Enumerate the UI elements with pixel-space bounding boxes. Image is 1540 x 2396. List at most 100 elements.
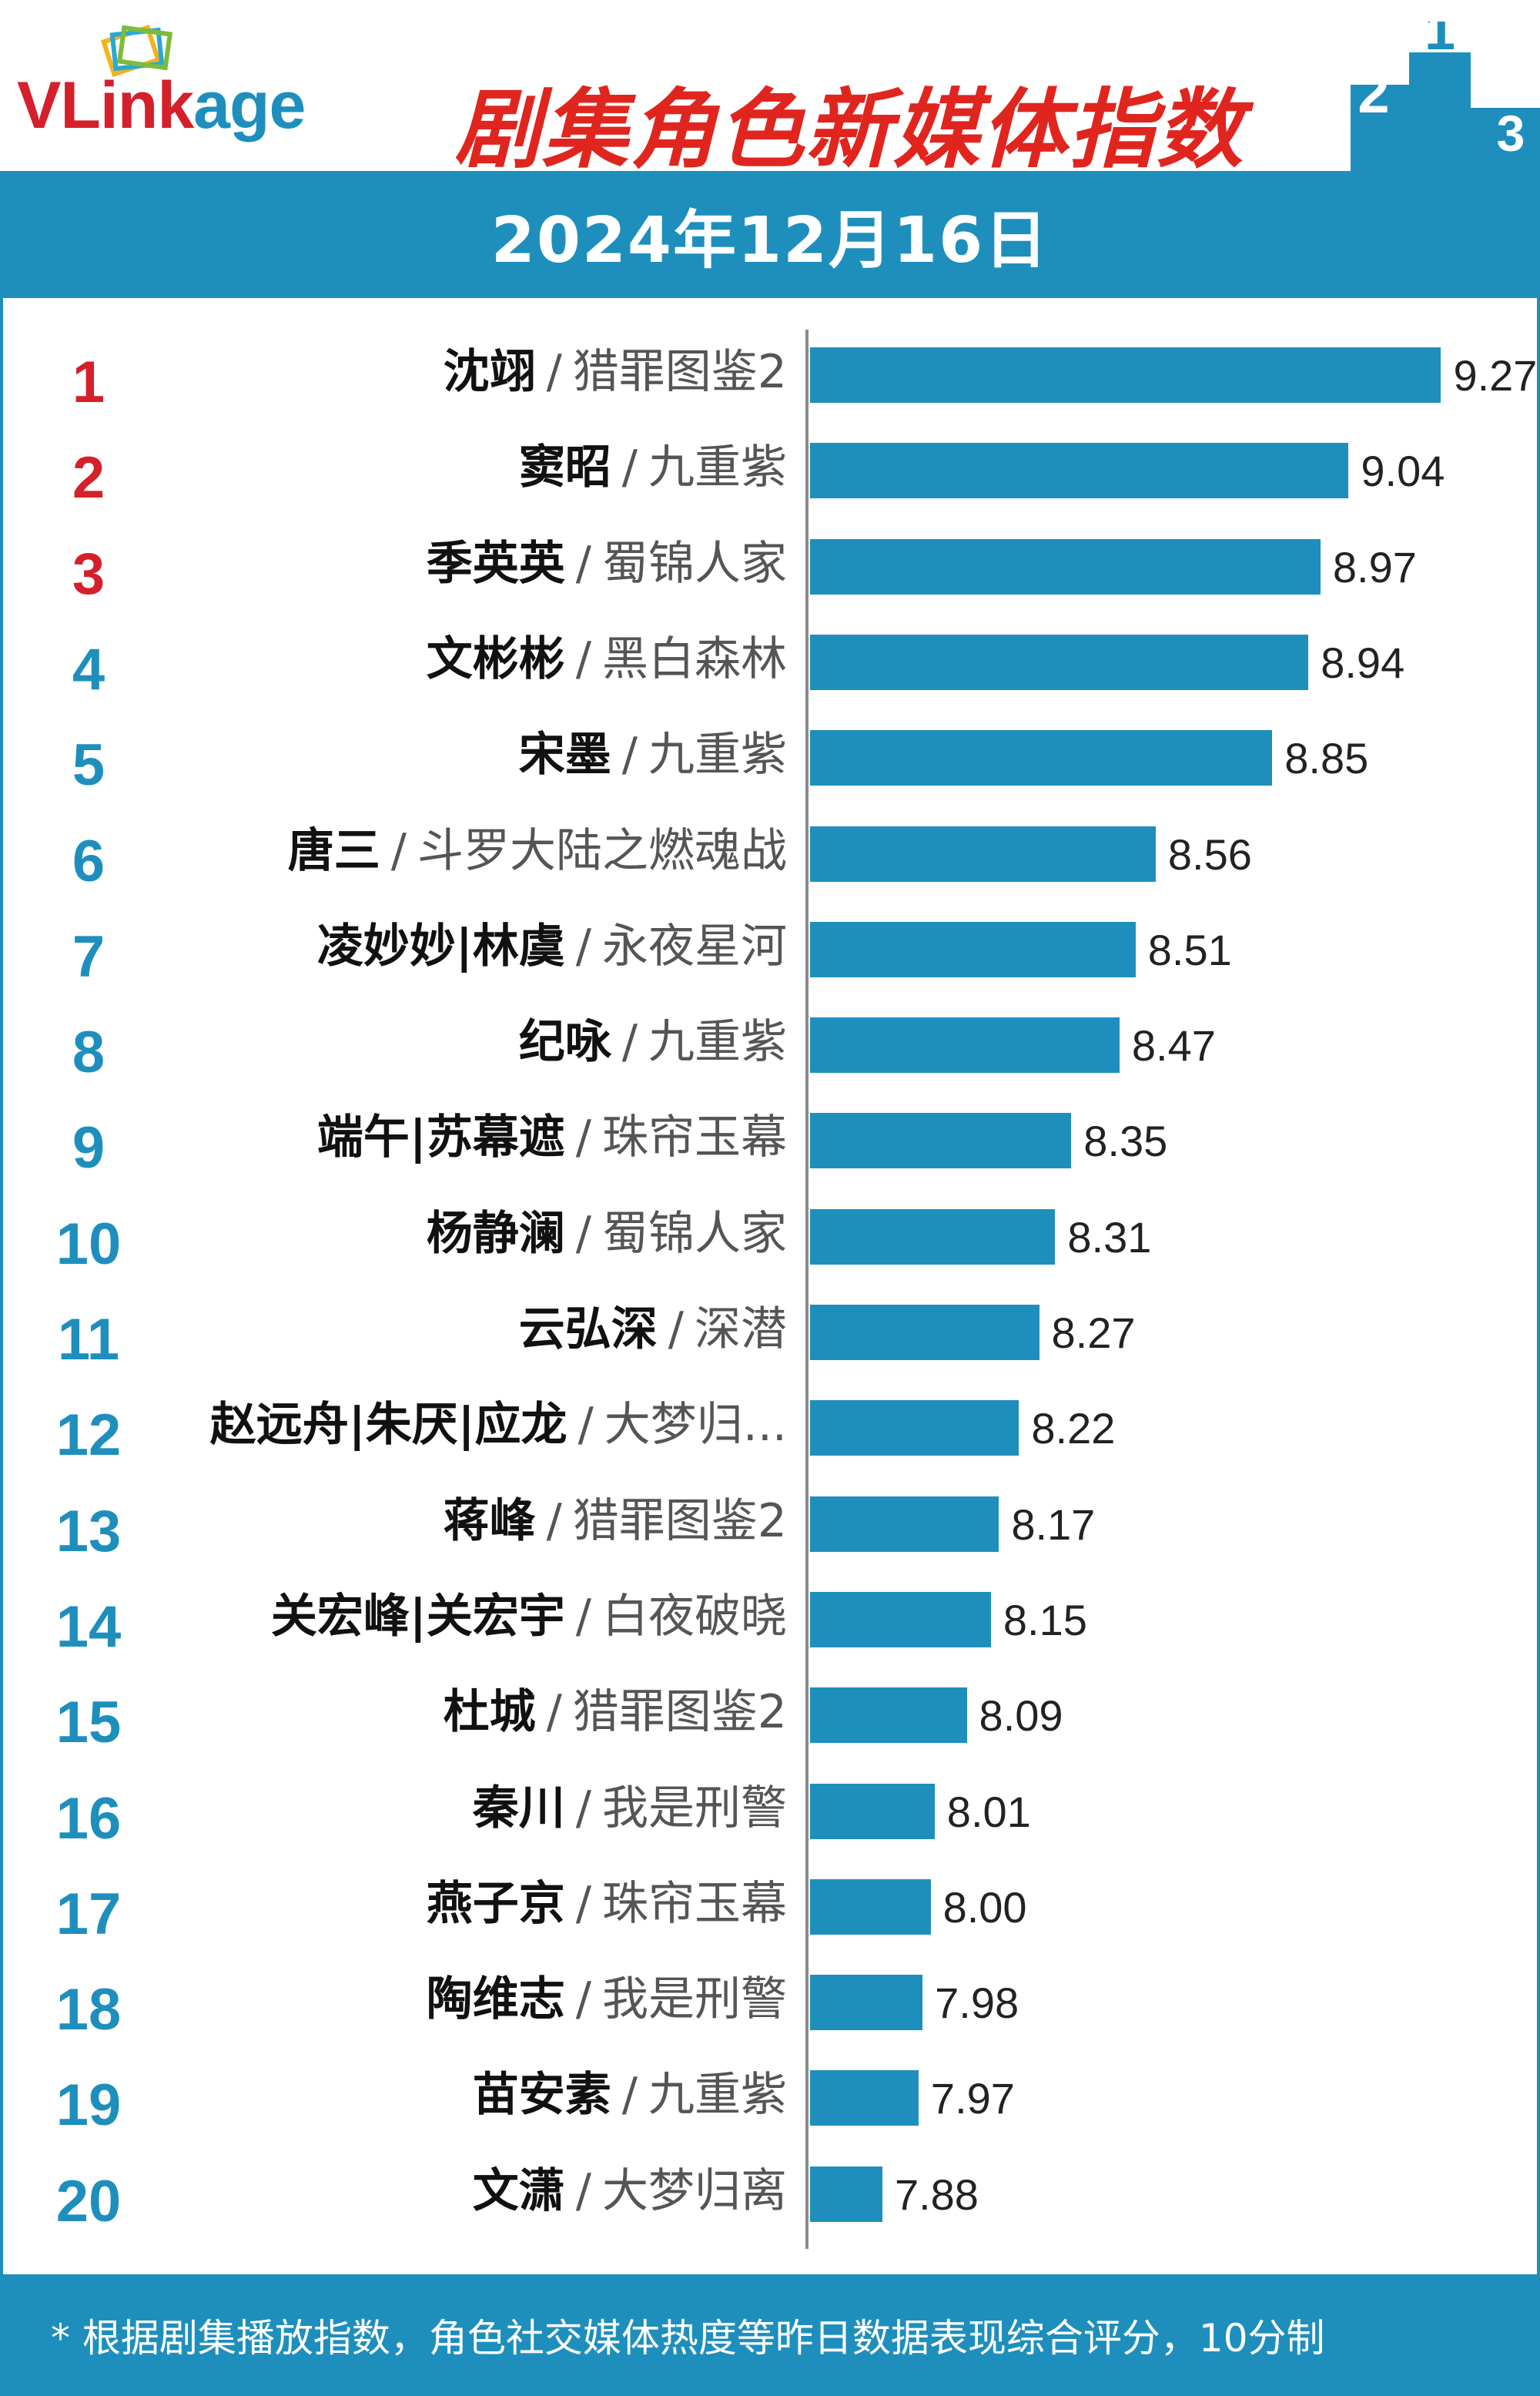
row-label: 苗安素 / 九重紫 [473,2064,787,2126]
chart-row: 9 端午|苏幕遮 / 珠帘玉幕 8.35 [0,1091,1540,1187]
bar [810,1591,991,1647]
show-title: 我是刑警 [602,1781,787,1835]
bar [810,347,1441,403]
bar [810,2070,919,2126]
label-separator: / [575,1876,591,1931]
rank-number: 1 [72,350,105,415]
character-name: 纪咏 [518,1015,611,1070]
bar [810,1400,1019,1456]
show-title: 永夜星河 [602,919,787,973]
chart-row: 1 沈翊 / 猎罪图鉴2 9.27 [0,326,1540,421]
row-label: 关宏峰|关宏宇 / 白夜破晓 [271,1586,787,1647]
character-name: 苗安素 [472,2068,611,2123]
row-label: 纪咏 / 九重紫 [519,1011,787,1073]
character-name: 文彬彬 [426,632,565,686]
label-separator: / [575,1781,591,1835]
bar [810,1305,1040,1360]
logo-age: age [193,69,306,142]
value-label: 8.94 [1321,638,1405,687]
value-label: 8.15 [1003,1595,1087,1644]
label-separator: / [575,1972,591,2027]
page-title: 剧集角色新媒体指数 [454,80,1244,180]
chart-row: 15 杜城 / 猎罪图鉴2 8.09 [0,1666,1540,1761]
character-name: 凌妙妙|林虞 [316,919,565,973]
rank-number: 14 [55,1593,122,1660]
value-label: 8.35 [1083,1117,1168,1166]
chart-row: 17 燕子京 / 珠帘玉幕 8.00 [0,1858,1540,1953]
character-name: 蒋峰 [443,1493,536,1548]
character-name: 文潇 [472,2163,565,2218]
character-name: 秦川 [472,1781,565,1835]
rank-number: 16 [55,1785,122,1851]
label-separator: / [546,1493,562,1548]
ranking-chart: 1 沈翊 / 猎罪图鉴2 9.27 2 窦昭 / 九重紫 9.04 3 季英英 / 蜀锦人家 8.97 4 文彬… [0,298,1540,2270]
character-name: 季英英 [426,536,565,591]
rank-number: 4 [72,636,105,702]
chart-row: 6 唐三 / 斗罗大陆之燃魂战 8.56 [0,805,1540,900]
chart-row: 12 赵远舟|朱厌|应龙 / 大梦归... 8.22 [0,1379,1540,1474]
show-title: 黑白森林 [602,632,787,686]
label-separator: / [575,536,591,591]
character-name: 陶维志 [426,1972,565,2027]
label-separator: / [575,1206,591,1261]
label-separator: / [575,1589,591,1644]
row-label: 蒋峰 / 猎罪图鉴2 [444,1490,787,1552]
character-name: 燕子京 [426,1876,565,1931]
chart-row: 11 云弘深 / 深潜 8.27 [0,1283,1540,1379]
row-label: 凌妙妙|林虞 / 永夜星河 [317,916,787,977]
value-label: 8.27 [1051,1309,1136,1357]
footer-note: * 根据剧集播放指数，角色社交媒体热度等昨日数据表现综合评分，10分制 [51,2316,1325,2361]
show-title: 白夜破晓 [602,1589,787,1644]
show-title: 九重紫 [648,728,787,782]
show-title: 蜀锦人家 [602,1206,787,1261]
bar [810,443,1349,499]
show-title: 猎罪图鉴2 [572,1685,787,1740]
show-title: 九重紫 [648,441,787,495]
chart-row: 2 窦昭 / 九重紫 9.04 [0,421,1540,517]
rank-number: 6 [72,828,105,894]
bar [810,826,1156,882]
row-label: 唐三 / 斗罗大陆之燃魂战 [288,820,787,882]
character-name: 杜城 [443,1685,536,1740]
label-separator: / [621,441,638,495]
label-separator: / [575,1111,591,1165]
row-label: 燕子京 / 珠帘玉幕 [427,1873,787,1935]
value-label: 8.47 [1131,1021,1216,1071]
row-label: 沈翊 / 猎罪图鉴2 [444,341,787,403]
chart-row: 7 凌妙妙|林虞 / 永夜星河 8.51 [0,900,1540,996]
bar [810,1017,1120,1074]
show-title: 猎罪图鉴2 [572,345,787,399]
bar [810,1208,1056,1265]
podium-second: 2 [1358,61,1389,125]
logo-wordmark: VLinkage [17,68,306,144]
row-label: 秦川 / 我是刑警 [473,1778,787,1839]
value-label: 7.98 [935,1979,1019,2028]
character-name: 赵远舟|朱厌|应龙 [209,1398,567,1453]
bar [810,1975,923,2031]
podium-first: 1 [1424,22,1455,62]
label-separator: / [546,1685,562,1740]
rank-number: 7 [72,923,105,990]
chart-row: 8 纪咏 / 九重紫 8.47 [0,996,1540,1091]
logo-v: V [17,69,61,142]
character-name: 关宏峰|关宏宇 [270,1589,565,1644]
rank-number: 10 [55,1211,122,1277]
podium-third: 3 [1497,105,1525,162]
bar [810,1496,999,1552]
rank-number: 20 [55,2168,122,2234]
rank-number: 8 [72,1020,105,1086]
chart-row: 13 蒋峰 / 猎罪图鉴2 8.17 [0,1475,1540,1570]
chart-row: 18 陶维志 / 我是刑警 7.98 [0,1953,1540,2049]
rank-number: 3 [72,541,105,607]
show-title: 斗罗大陆之燃魂战 [417,823,787,878]
chart-row: 20 文潇 / 大梦归离 7.88 [0,2145,1540,2240]
chart-row: 16 秦川 / 我是刑警 8.01 [0,1762,1540,1858]
label-separator: / [546,345,562,399]
rank-number: 2 [72,445,105,511]
row-label: 端午|苏幕遮 / 珠帘玉幕 [317,1107,787,1168]
rank-number: 19 [55,2073,122,2139]
value-label: 8.01 [946,1787,1031,1836]
chart-row: 14 关宏峰|关宏宇 / 白夜破晓 8.15 [0,1570,1540,1666]
show-title: 大梦归... [604,1398,787,1453]
value-label: 8.00 [942,1882,1027,1932]
